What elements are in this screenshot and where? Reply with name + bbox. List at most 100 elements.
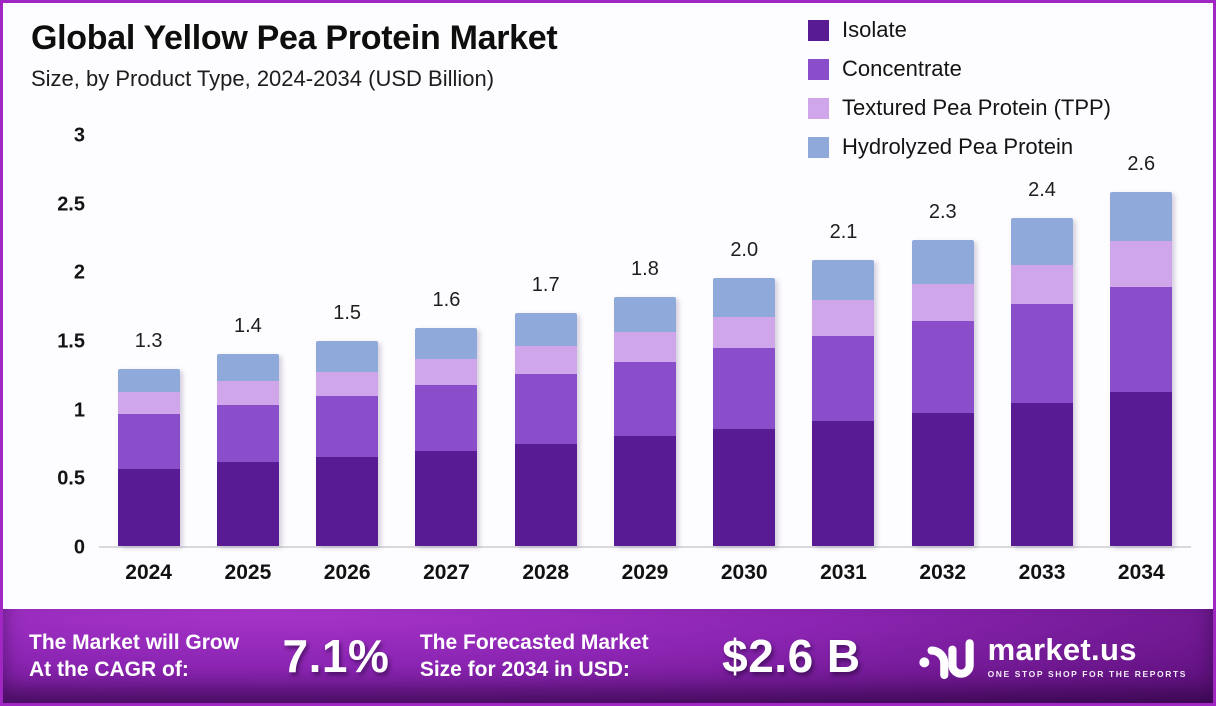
stacked-bar-2024: [117, 368, 180, 546]
bar-segment-textured-pea-protein-tpp: [812, 300, 875, 336]
bar-segment-isolate: [316, 456, 379, 546]
bar-total-label: 1.4: [233, 314, 262, 337]
y-tick-label: 0.5: [57, 467, 85, 490]
bar-segment-textured-pea-protein-tpp: [316, 371, 379, 397]
bar-segment-textured-pea-protein-tpp: [713, 316, 776, 349]
bar-slot: 2.1: [794, 136, 893, 546]
bar-segment-isolate: [713, 429, 776, 546]
x-tick-label: 2027: [423, 561, 470, 584]
bar-total-label: 1.3: [134, 329, 163, 352]
footer-banner: The Market will Grow At the CAGR of: 7.1…: [3, 609, 1213, 703]
bar-segment-hydrolyzed-pea-protein: [713, 278, 776, 317]
x-tick-label: 2029: [621, 561, 669, 584]
bar-segment-hydrolyzed-pea-protein: [216, 353, 279, 382]
bar-total-label: 2.3: [928, 200, 957, 223]
legend-label: Isolate: [842, 17, 907, 42]
bar-segment-hydrolyzed-pea-protein: [1110, 191, 1173, 242]
bar-segment-textured-pea-protein-tpp: [415, 359, 478, 386]
stacked-bar-2032: [911, 239, 974, 546]
bar-segment-textured-pea-protein-tpp: [514, 345, 577, 375]
bar-segment-isolate: [1110, 392, 1173, 546]
cagr-label-line2: At the CAGR of:: [29, 658, 189, 681]
legend-item: Concentrate: [808, 56, 1111, 82]
bar-segment-textured-pea-protein-tpp: [117, 392, 180, 415]
stacked-bar-2026: [316, 341, 379, 546]
bar-slot: 2.4: [992, 136, 1091, 546]
y-tick-label: 0: [73, 536, 85, 559]
bar-segment-hydrolyzed-pea-protein: [911, 239, 974, 284]
forecast-label-line1: The Forecasted Market: [419, 630, 649, 654]
x-tick-label: 2024: [125, 561, 172, 584]
x-axis: 2024 2025 2026 2027 2028 2029 2030 2031 2032 2033…: [99, 561, 1191, 585]
bar-segment-isolate: [415, 451, 478, 546]
bar-slot: 1.5: [298, 136, 397, 546]
bar-segment-isolate: [1011, 403, 1074, 546]
chart-legend: Isolate Concentrate Textured Pea Protein (…: [808, 17, 1111, 160]
legend-label: Concentrate: [842, 56, 962, 81]
bar-segment-hydrolyzed-pea-protein: [514, 312, 577, 346]
bar-slot: 2.3: [893, 136, 992, 546]
bar-slot: 1.7: [496, 136, 595, 546]
forecast-value: $2.6 B: [722, 630, 861, 682]
legend-swatch-icon: [808, 19, 829, 41]
y-tick-label: 2: [73, 261, 85, 284]
cagr-value: 7.1%: [282, 630, 390, 682]
stacked-bar-2027: [415, 327, 478, 546]
bar-total-label: 1.8: [631, 258, 659, 281]
x-tick-label: 2028: [522, 561, 570, 584]
brand-name: market.us: [987, 631, 1137, 667]
bar-total-label: 1.6: [432, 288, 461, 311]
legend-label: Textured Pea Protein (TPP): [842, 95, 1112, 120]
bar-slot: 1.4: [198, 136, 297, 546]
bar-segment-concentrate: [613, 361, 676, 437]
market-us-logo-icon: [918, 639, 974, 680]
legend-swatch-icon: [808, 58, 829, 80]
bar-total-label: 2.4: [1028, 178, 1056, 201]
forecast-label-line2: Size for 2034 in USD:: [419, 658, 630, 681]
x-tick-label: 2033: [1018, 561, 1066, 584]
bar-total-label: 2.6: [1127, 152, 1156, 175]
bar-total-label: 1.7: [531, 273, 560, 296]
stacked-bar-2034: [1110, 191, 1173, 546]
chart-header: Global Yellow Pea Protein Market Size, b…: [31, 19, 558, 92]
bar-segment-textured-pea-protein-tpp: [911, 283, 974, 321]
bar-slot: 1.6: [397, 136, 496, 546]
bar-segment-concentrate: [216, 404, 279, 463]
bar-segment-isolate: [911, 412, 974, 546]
y-tick-label: 3: [73, 124, 85, 147]
stacked-bar-2031: [812, 260, 875, 546]
legend-item: Isolate: [808, 17, 1111, 43]
bar-segment-concentrate: [1110, 286, 1173, 393]
legend-swatch-icon: [808, 97, 829, 119]
bar-total-label: 2.0: [730, 239, 759, 262]
bar-segment-textured-pea-protein-tpp: [613, 331, 676, 362]
bar-total-label: 2.1: [829, 221, 858, 244]
bar-slot: 1.3: [99, 136, 198, 546]
bar-segment-isolate: [117, 469, 180, 546]
x-tick-label: 2030: [720, 561, 768, 584]
bar-segment-isolate: [812, 421, 875, 546]
bar-segment-concentrate: [812, 335, 875, 421]
y-axis: 3 2.5 2 1.5 1 0.5 0: [33, 125, 85, 559]
stacked-bar-2028: [514, 312, 577, 546]
stacked-bar-2033: [1011, 217, 1074, 546]
bar-segment-isolate: [613, 436, 676, 546]
brand-text: market.us ONE STOP SHOP FOR THE REPORTS: [988, 634, 1187, 679]
bar-segment-concentrate: [713, 348, 776, 430]
bar-segment-concentrate: [316, 396, 379, 457]
bar-segment-hydrolyzed-pea-protein: [613, 297, 676, 332]
bar-segment-isolate: [514, 444, 577, 546]
bar-segment-hydrolyzed-pea-protein: [117, 368, 180, 393]
bar-segment-hydrolyzed-pea-protein: [316, 341, 379, 372]
bar-slot: 2.6: [1092, 136, 1191, 546]
bar-segment-concentrate: [1011, 304, 1074, 404]
bar-segment-concentrate: [415, 385, 478, 452]
bar-segment-concentrate: [514, 374, 577, 445]
legend-label: Hydrolyzed Pea Protein: [842, 134, 1074, 159]
bar-segment-isolate: [216, 462, 279, 546]
bar-segment-textured-pea-protein-tpp: [1011, 264, 1074, 305]
brand-logo: market.us ONE STOP SHOP FOR THE REPORTS: [918, 632, 1187, 680]
x-tick-label: 2034: [1117, 561, 1165, 584]
bar-segment-textured-pea-protein-tpp: [1110, 241, 1173, 287]
